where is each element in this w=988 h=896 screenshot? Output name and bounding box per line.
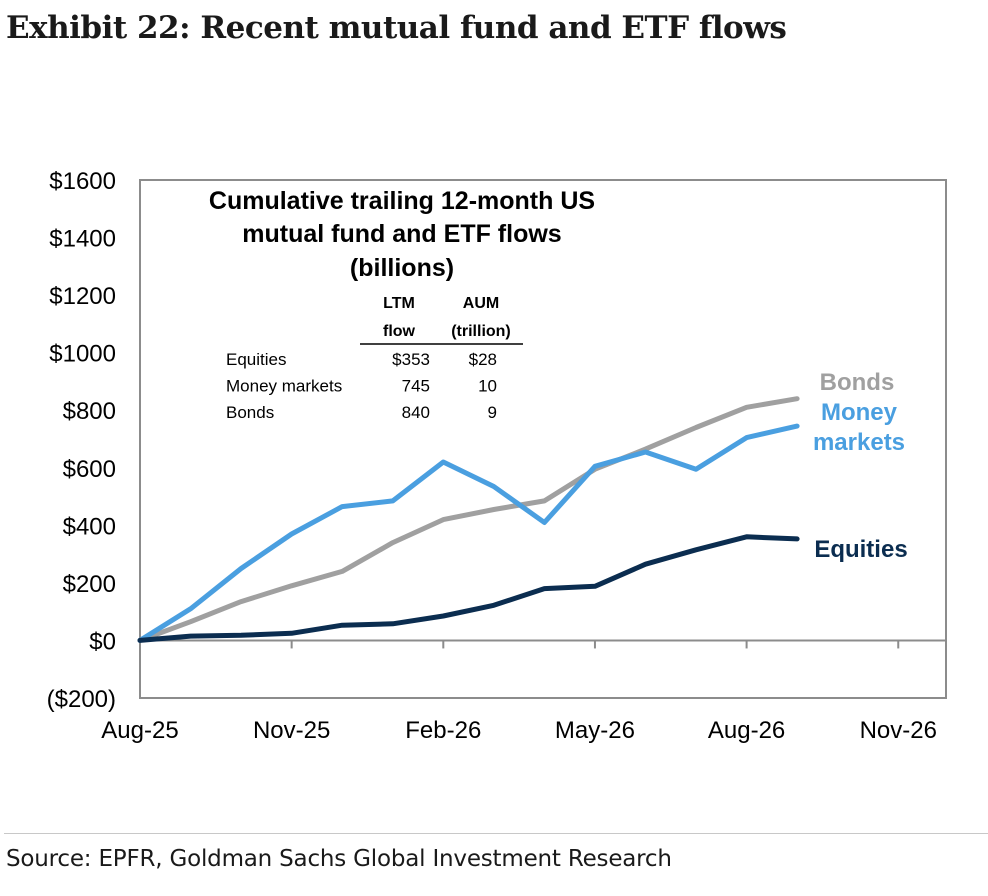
table-header: (trillion) [451,323,511,340]
chart-title-line: Cumulative trailing 12-month US [209,187,595,215]
y-tick-label: $200 [63,571,116,598]
chart-title-line: mutual fund and ETF flows [242,220,561,248]
summary-table: LTM flow AUM (trillion) Equities $353 $28 Money… [226,295,523,422]
y-tick-label: $1000 [49,341,116,368]
series-label-money-markets: Money [821,399,898,426]
series-line-bonds [137,396,800,643]
table-header: flow [383,323,416,340]
table-cell-flow: $353 [392,350,430,369]
x-tick-label: Feb-26 [405,717,481,744]
series-label-equities: Equities [814,536,907,563]
table-header: LTM [383,295,415,312]
y-tick-label: $600 [63,456,116,483]
series-label-bonds: Bonds [820,369,895,396]
y-tick-label: $800 [63,398,116,425]
y-tick-label: $1600 [49,168,116,195]
exhibit-title: Exhibit 22: Recent mutual fund and ETF f… [6,10,787,46]
y-tick-label: ($200) [47,686,116,713]
table-cell-aum: 10 [478,377,497,396]
table-header: AUM [463,295,499,312]
table-row-label: Bonds [226,403,274,422]
y-tick-label: $1400 [49,226,116,253]
footer-divider [4,833,988,834]
chart-title-line: (billions) [350,254,454,282]
source-note: Source: EPFR, Goldman Sachs Global Inves… [6,846,672,872]
y-tick-label: $400 [63,513,116,540]
series-line-money-markets [137,423,800,643]
plot-area-frame [139,179,947,699]
x-tick-label: Aug-25 [101,717,178,744]
chart-title: Cumulative trailing 12-month US mutual fu… [209,187,595,282]
table-row-label: Money markets [226,377,342,396]
series-labels: Bonds Money markets Equities [813,369,908,563]
y-tick-label: $0 [89,628,116,655]
flows-chart: Cumulative trailing 12-month US mutual fu… [47,168,947,744]
x-tick-label: Nov-26 [860,717,937,744]
series-label-money-markets: markets [813,429,905,456]
y-tick-label: $1200 [49,283,116,310]
table-cell-flow: 745 [402,377,430,396]
x-tick-label: Aug-26 [708,717,785,744]
table-row-label: Equities [226,350,286,369]
series-line-equities [137,534,800,643]
table-cell-aum: 9 [488,403,497,422]
x-tick-label: Nov-25 [253,717,330,744]
table-cell-aum: $28 [469,350,497,369]
axes: ($200) $0 $200 $400 $600 $800 $1000 $1200 $1400 $… [47,168,946,744]
table-cell-flow: 840 [402,403,430,422]
series-lines [137,396,800,643]
x-tick-label: May-26 [555,717,635,744]
